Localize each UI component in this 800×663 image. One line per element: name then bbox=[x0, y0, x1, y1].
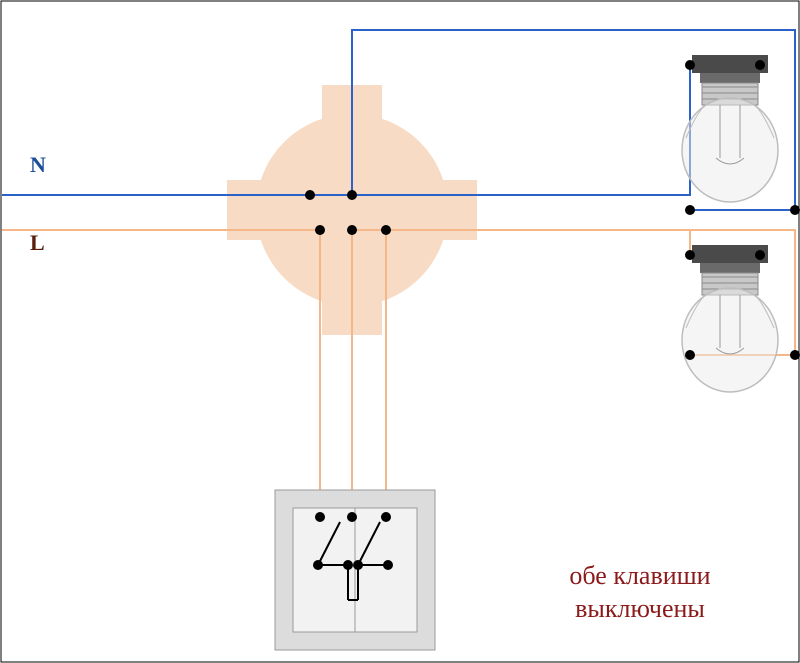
diagram-caption: обе клавиши выключены bbox=[510, 560, 770, 625]
caption-line1: обе клавиши bbox=[569, 561, 710, 590]
line-label: L bbox=[30, 230, 45, 256]
neutral-label: N bbox=[30, 152, 46, 178]
caption-line2: выключены bbox=[575, 594, 705, 623]
